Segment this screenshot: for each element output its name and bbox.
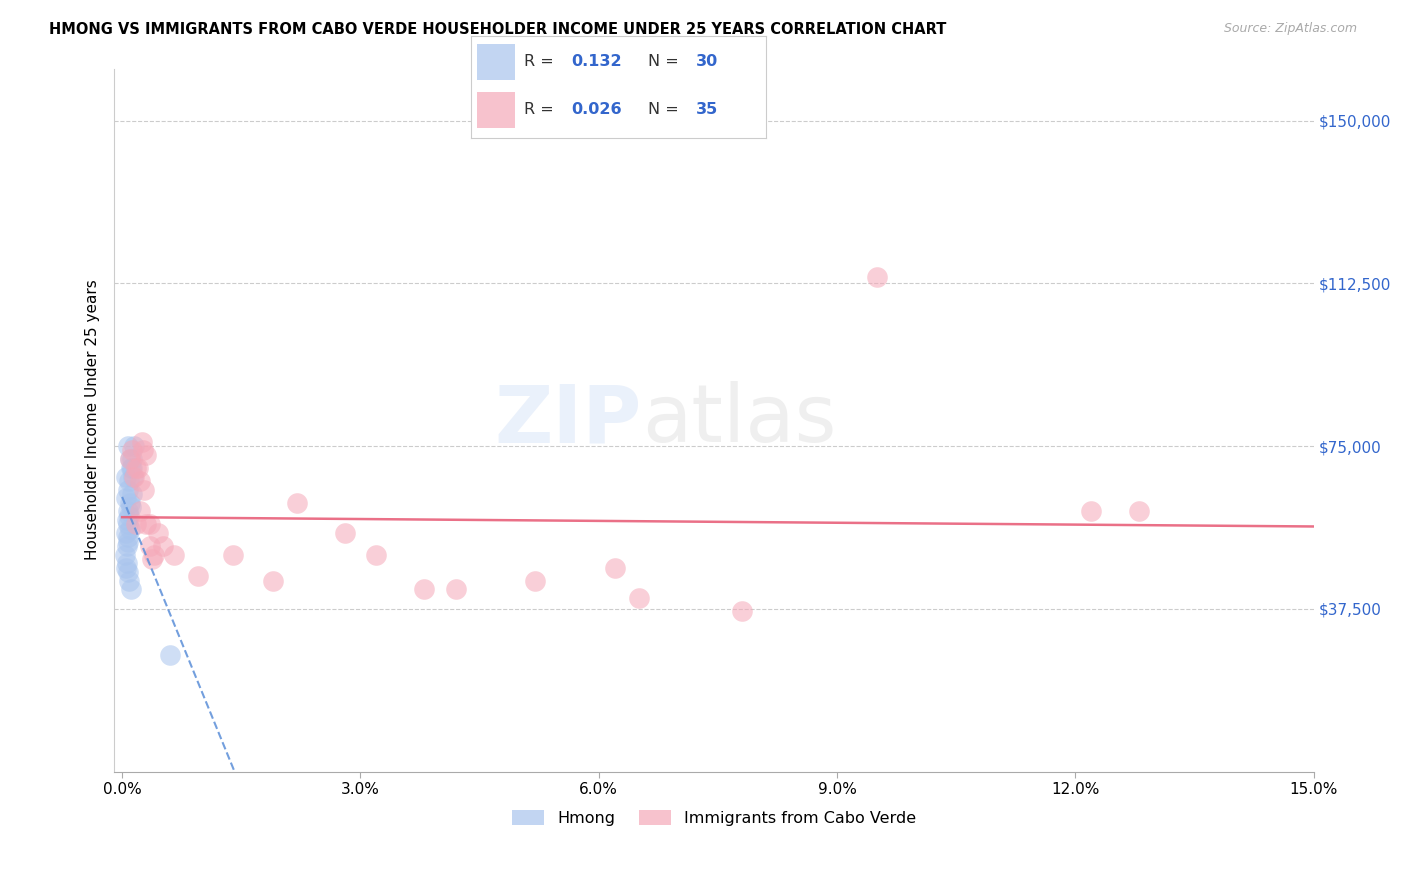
Point	[444, 582, 467, 597]
Point	[222, 548, 245, 562]
Point	[627, 591, 650, 605]
Point	[120, 452, 142, 467]
Point	[163, 548, 186, 562]
FancyBboxPatch shape	[477, 44, 516, 79]
Point	[128, 474, 150, 488]
Point	[122, 469, 145, 483]
Y-axis label: Householder Income Under 25 years: Householder Income Under 25 years	[86, 280, 100, 560]
Point	[120, 461, 142, 475]
Point	[603, 560, 626, 574]
Point	[117, 565, 139, 579]
Point	[413, 582, 436, 597]
Point	[120, 500, 142, 514]
Point	[121, 487, 143, 501]
Point	[141, 552, 163, 566]
FancyBboxPatch shape	[477, 92, 516, 128]
Point	[117, 530, 139, 544]
Point	[131, 434, 153, 449]
Point	[121, 461, 143, 475]
Point	[117, 504, 139, 518]
Point	[128, 504, 150, 518]
Point	[115, 525, 138, 540]
Point	[117, 439, 139, 453]
Point	[120, 522, 142, 536]
Point	[366, 548, 388, 562]
Point	[127, 461, 149, 475]
Text: 0.026: 0.026	[571, 102, 621, 117]
Text: N =: N =	[648, 54, 679, 69]
Text: N =: N =	[648, 102, 679, 117]
Point	[134, 483, 156, 497]
Point	[115, 539, 138, 553]
Point	[125, 461, 148, 475]
Point	[135, 517, 157, 532]
Point	[146, 525, 169, 540]
Point	[1128, 504, 1150, 518]
Point	[118, 508, 141, 523]
Point	[285, 495, 308, 509]
Point	[117, 534, 139, 549]
Text: atlas: atlas	[643, 381, 837, 459]
Point	[122, 439, 145, 453]
Text: R =: R =	[524, 102, 554, 117]
Point	[187, 569, 209, 583]
Point	[524, 574, 547, 588]
Point	[120, 582, 142, 597]
Point	[115, 491, 138, 506]
Point	[115, 557, 138, 571]
Point	[139, 517, 162, 532]
Point	[115, 469, 138, 483]
Point	[159, 648, 181, 662]
Point	[121, 452, 143, 467]
Text: Source: ZipAtlas.com: Source: ZipAtlas.com	[1223, 22, 1357, 36]
Point	[118, 574, 141, 588]
Point	[115, 513, 138, 527]
Text: 30: 30	[696, 54, 717, 69]
Point	[117, 517, 139, 532]
Legend: Hmong, Immigrants from Cabo Verde: Hmong, Immigrants from Cabo Verde	[505, 803, 924, 834]
Text: R =: R =	[524, 54, 554, 69]
Point	[262, 574, 284, 588]
Point	[114, 548, 136, 562]
Point	[152, 539, 174, 553]
Point	[139, 539, 162, 553]
Point	[142, 548, 165, 562]
Point	[731, 604, 754, 618]
Point	[120, 495, 142, 509]
Point	[121, 443, 143, 458]
Point	[125, 517, 148, 532]
Point	[118, 474, 141, 488]
Text: ZIP: ZIP	[495, 381, 643, 459]
Text: HMONG VS IMMIGRANTS FROM CABO VERDE HOUSEHOLDER INCOME UNDER 25 YEARS CORRELATIO: HMONG VS IMMIGRANTS FROM CABO VERDE HOUS…	[49, 22, 946, 37]
Point	[866, 269, 889, 284]
Text: 35: 35	[696, 102, 717, 117]
Point	[122, 469, 145, 483]
Point	[135, 448, 157, 462]
Point	[115, 560, 138, 574]
Point	[333, 525, 356, 540]
Text: 0.132: 0.132	[571, 54, 621, 69]
Point	[120, 452, 142, 467]
Point	[1080, 504, 1102, 518]
Point	[132, 443, 155, 458]
Point	[117, 483, 139, 497]
